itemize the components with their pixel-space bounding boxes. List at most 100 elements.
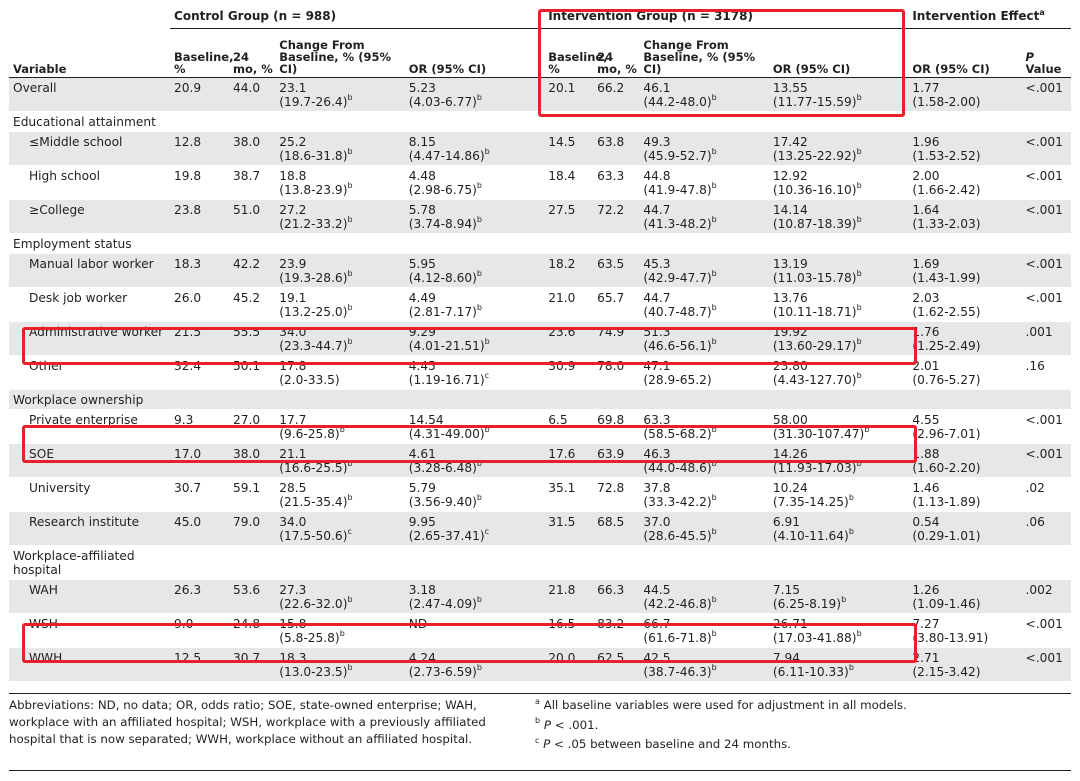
table-row: SOE 17.0 38.0 21.1 (16.6-25.5)b 4.61 (3.28-6.4… [9,443,1071,478]
cell-c-chg: 19.1 (13.2-25.0)b [275,288,404,322]
table-row: Overall 20.9 44.0 23.1 (19.7-26.4)b 5.23 (4.03… [9,77,1071,112]
cell-ci: (45.9-52.7) [643,149,712,163]
cell-c-chg: 27.3 (22.6-32.0)b [275,580,404,614]
cell-ci: (4.43-127.70) [772,373,857,387]
cell-footnote-mark: b [856,93,862,103]
cell-value: 20.9 [174,81,202,95]
cell-p: <.001 [1021,648,1071,682]
cell-value: 10.24 [772,481,808,495]
cell-value: 63.8 [597,135,625,149]
cell-value: 45.2 [232,291,261,305]
cell-c-base: 12.8 [170,132,229,166]
cell-footnote-mark: c [347,527,352,537]
cell-value: 20.0 [548,651,576,665]
cell-value: 5.95 [408,257,436,271]
cell-c-chg: 34.0 (23.3-44.7)b [275,322,404,356]
cell-value: 34.0 [279,515,307,529]
cell-c-or: 5.78 (3.74-8.94)b [405,200,534,234]
cell-i-chg: 66.7 (61.6-71.8)b [639,614,768,648]
cell-ci: (33.3-42.2) [643,495,712,509]
cell-ci: (22.6-32.0) [279,597,348,611]
cell-footnote-mark: b [484,337,490,347]
cell-footnote-mark: b [484,425,490,435]
cell-value: 63.9 [597,447,625,461]
cell-i-or: 58.00 (31.30-107.47)b [769,410,898,444]
cell-value: <.001 [1025,651,1063,665]
cell-value: 63.3 [597,169,625,183]
empty-cell [639,546,768,580]
cell-i-24: 78.0 [593,356,639,390]
cell-value: 46.1 [643,81,671,95]
cell-footnote-mark: b [711,269,717,279]
cell-value: 30.7 [232,651,261,665]
cell-ci: (3.74-8.94) [408,217,477,231]
cell-footnote-mark: b [711,93,717,103]
cell-i-24: 69.8 [593,410,639,444]
cell-i-or: 13.19 (11.03-15.78)b [769,254,898,288]
empty-cell [639,112,768,132]
cell-c-24: 30.7 [229,648,275,682]
cell-value: 19.8 [174,169,202,183]
cell-footnote-mark: b [711,303,717,313]
cell-i-chg: 42.5 (38.7-46.3)b [639,648,768,682]
cell-footnote-mark: b [856,337,862,347]
cell-value: .001 [1025,325,1053,339]
cell-i-chg: 44.7 (41.3-48.2)b [639,200,768,234]
cell-c-chg: 34.0 (17.5-50.6)c [275,512,404,546]
cell-value: 24.8 [232,617,261,631]
cell-ci: (2.96-7.01) [912,427,981,441]
cell-value: 12.5 [174,651,202,665]
cell-footnote-mark: b [711,425,717,435]
empty-cell [170,546,229,580]
cell-value: 23.6 [548,325,576,339]
header-intervention-24mo: 24 mo, % [597,50,637,76]
cell-c-base: 19.8 [170,166,229,200]
cell-value: 4.55 [912,413,940,427]
empty-cell [534,112,593,132]
cell-footnote-mark: b [856,303,862,313]
header-control-baseline: Baseline, % [174,50,234,76]
cell-value: 53.6 [232,583,261,597]
category-label: Employment status [13,237,132,251]
cell-ci: (3.28-6.48) [408,461,477,475]
cell-c-or: 4.49 (2.81-7.17)b [405,288,534,322]
cell-ci: (1.33-2.03) [912,217,981,231]
cell-footnote-mark: b [347,269,353,279]
table-row: Manual labor worker 18.3 42.2 23.9 (19.3-28.… [9,253,1071,288]
cell-value: 74.9 [597,325,625,339]
cell-ci: (4.01-21.51) [408,339,485,353]
cell-ci: (4.10-11.64) [772,529,849,543]
cell-c-base: 26.3 [170,580,229,614]
empty-cell [405,390,534,410]
cell-value: 72.8 [597,481,625,495]
cell-ci: (3.56-9.40) [408,495,477,509]
cell-footnote-mark: b [864,425,870,435]
cell-i-base: 35.1 [534,478,593,512]
table-row: University 30.7 59.1 28.5 (21.5-35.4)b 5.79 (3… [9,478,1071,512]
empty-cell [534,234,593,254]
cell-value: 21.0 [548,291,576,305]
empty-cell [170,234,229,254]
cell-i-or: 26.71 (17.03-41.88)b [769,614,898,648]
cell-c-or: 5.79 (3.56-9.40)b [405,478,534,512]
cell-footnote-mark: b [347,459,353,469]
cell-value: 5.79 [408,481,436,495]
table-footnotes: Abbreviations: ND, no data; OR, odds rat… [9,693,1071,751]
cell-e-or: 2.03 (1.62-2.55) [898,288,1021,322]
cell-value: 42.5 [643,651,671,665]
cell-ci: (0.29-1.01) [912,529,981,543]
cell-value: 58.00 [772,413,808,427]
cell-footnote-mark: b [711,527,717,537]
empty-cell [639,234,768,254]
cell-c-or: 9.95 (2.65-37.41)c [405,512,534,546]
cell-i-chg: 46.1 (44.2-48.0)b [639,78,768,112]
cell-value: 18.3 [279,651,307,665]
empty-cell [1021,112,1071,132]
cell-footnote-mark: b [711,147,717,157]
cell-c-chg: 17.8 (2.0-33.5) [275,356,404,390]
row-label: Administrative worker [29,325,164,339]
cell-footnote-mark: b [711,459,717,469]
empty-cell [1021,546,1071,580]
abbreviations-note: Abbreviations: ND, no data; OR, odds rat… [9,698,486,746]
cell-ci: (28.9-65.2) [643,373,712,387]
